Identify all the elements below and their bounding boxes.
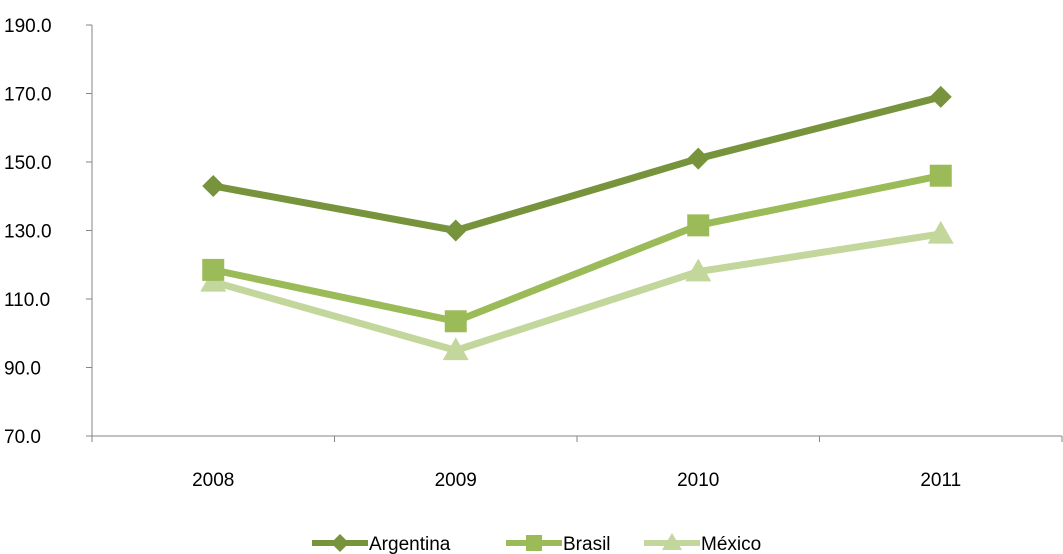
series-line xyxy=(209,230,945,354)
legend-label: Argentina xyxy=(369,534,451,554)
x-tick-label: 2010 xyxy=(677,470,719,491)
y-tick-label: 70.0 xyxy=(4,427,41,448)
series-brasil xyxy=(202,164,952,333)
data-point xyxy=(687,214,710,237)
legend-label: México xyxy=(701,534,761,554)
legend-marker-icon xyxy=(662,533,682,550)
y-tick-label: 130.0 xyxy=(4,222,52,243)
data-point xyxy=(687,147,710,170)
y-tick-label: 170.0 xyxy=(4,85,52,106)
data-point xyxy=(444,310,467,333)
data-point xyxy=(202,258,225,281)
data-point xyxy=(929,85,952,108)
data-point xyxy=(685,258,712,282)
x-tick-labels: 2008 2009 2010 2011 xyxy=(192,470,961,491)
axes xyxy=(86,24,1063,442)
data-point xyxy=(929,164,952,187)
data-point xyxy=(927,220,954,244)
y-tick-label: 110.0 xyxy=(4,290,50,311)
legend-item: Argentina xyxy=(312,534,451,554)
y-tick-label: 90.0 xyxy=(4,359,41,380)
legend-item: México xyxy=(644,533,761,554)
legend-item: Brasil xyxy=(506,534,611,554)
series-argentina xyxy=(202,85,952,242)
x-tick-label: 2009 xyxy=(435,470,477,491)
legend-marker-icon xyxy=(331,534,349,552)
data-point xyxy=(444,219,467,242)
y-tick-label: 150.0 xyxy=(4,153,52,174)
legend: Argentina Brasil México xyxy=(312,533,761,554)
legend-label: Brasil xyxy=(563,534,611,554)
y-tick-label: 190.0 xyxy=(4,16,52,37)
y-tick-labels: 70.0 90.0 110.0 130.0 150.0 170.0 190.0 xyxy=(4,16,52,448)
x-tick-label: 2008 xyxy=(192,470,234,491)
series-line xyxy=(209,172,945,325)
series-lines xyxy=(200,85,954,361)
series-m-xico xyxy=(200,220,954,361)
x-tick-label: 2011 xyxy=(920,470,961,491)
series-line xyxy=(209,93,945,234)
data-point xyxy=(202,174,225,197)
data-point xyxy=(442,337,469,361)
legend-marker-icon xyxy=(526,535,542,551)
